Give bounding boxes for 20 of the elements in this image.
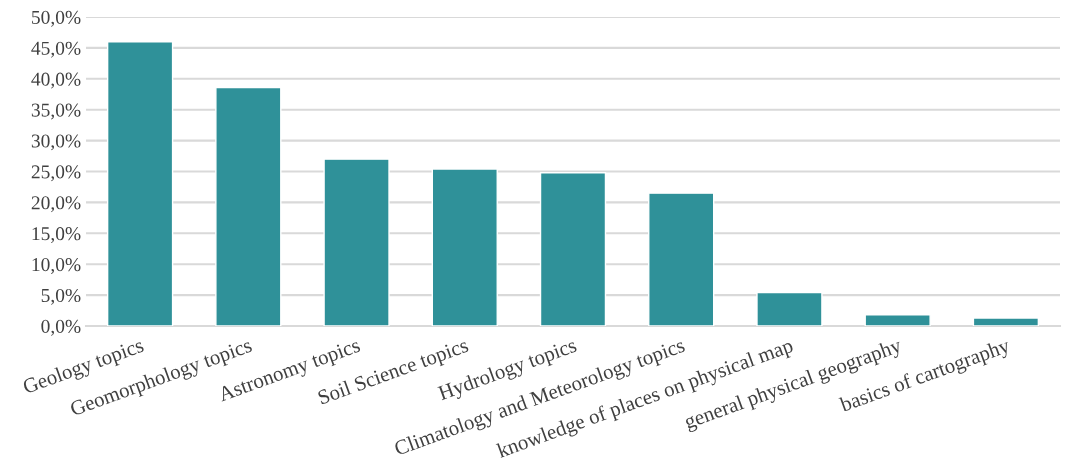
bar [431, 168, 498, 326]
bar [323, 158, 390, 326]
bar [972, 317, 1040, 326]
bar [539, 172, 607, 326]
y-tick-label: 15,0% [32, 227, 81, 244]
y-tick-label: 50,0% [32, 10, 81, 27]
y-tick-label: 20,0% [31, 196, 81, 213]
y-tick-label: 35,0% [31, 103, 81, 120]
bar [106, 41, 174, 326]
bar [648, 192, 715, 326]
bar [756, 291, 823, 326]
y-tick-label: 0,0% [41, 319, 81, 336]
bar [864, 314, 931, 326]
bar [215, 86, 282, 326]
y-tick-label: 30,0% [31, 134, 81, 151]
y-tick-label: 25,0% [31, 165, 81, 182]
y-tick-label: 5,0% [41, 288, 81, 305]
y-tick-label: 45,0% [31, 41, 81, 58]
y-tick-label: 10,0% [32, 258, 81, 274]
y-tick-label: 40,0% [31, 72, 81, 89]
